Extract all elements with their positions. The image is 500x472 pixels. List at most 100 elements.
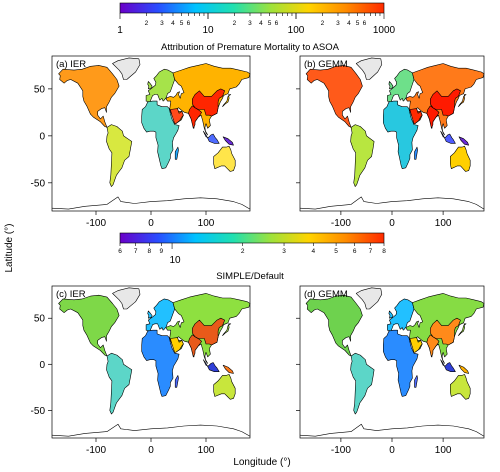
top-colorbar-minor-label: 2 [145,20,149,27]
x-tick-label: 100 [198,445,215,456]
landmass-uk [388,81,394,90]
y-tick-label: -50 [31,406,46,417]
y-tick-label: 0 [39,360,45,371]
landmass-greenland [112,287,141,310]
landmass-china [192,317,225,346]
landmass-india [188,334,202,358]
landmass-indonesia [203,130,220,144]
landmass-japan [222,323,232,336]
landmass-australia [450,145,471,172]
top-colorbar-minor-label: 4 [259,20,263,27]
landmass-arabia [170,337,184,353]
top-colorbar-minor-label: 6 [187,20,191,27]
bottom-colorbar-minor-label: 4 [312,248,316,255]
x-tick-label: -100 [86,445,106,456]
landmass-india [426,334,440,358]
landmass-china [430,88,461,117]
top-colorbar-minor-label: 2 [321,20,325,27]
panel-label: (a) IER [56,59,86,70]
x-tick-label: 100 [435,445,452,456]
x-tick-label: -100 [331,445,351,456]
top-colorbar-minor-label: 6 [363,20,367,27]
landmass-japan [458,94,467,107]
top-colorbar-ticks [119,13,385,19]
landmass-south-america [350,124,375,187]
y-tick-label: -50 [31,178,46,189]
bottom-colorbar-minor-labels: 6 7 8 9 2 3 4 5 6 7 8 [118,248,386,255]
landmass-indonesia [203,359,220,372]
landmass-north-america [58,294,120,357]
bottom-colorbar-minor-label: 5 [334,248,338,255]
top-colorbar-title: Attribution of Premature Mortality to AS… [161,42,340,53]
x-tick-label: 0 [389,445,395,456]
landmass-south-america [106,352,133,415]
landmass-africa [141,100,180,169]
landmass-arabia [409,108,423,124]
landmass-greenland [355,57,383,80]
landmass-arabia [170,108,184,124]
landmass-antarctica [51,423,251,437]
bottom-colorbar-minor-label: 9 [160,248,164,255]
landmass-north-america [305,65,363,128]
top-colorbar-label-10: 10 [202,25,214,36]
top-colorbar-minor-label: 6 [275,20,279,27]
bottom-colorbar-label-10: 10 [169,255,181,266]
landmass-india [188,105,202,129]
landmass-japan [222,94,232,107]
top-colorbar-minor-label: 2 [233,20,237,27]
top-colorbar-minor-label: 3 [336,20,340,27]
landmass-africa [141,329,180,397]
landmass-antarctica [299,423,485,437]
x-tick-label: 0 [148,445,154,456]
bottom-colorbar-ticks [119,243,385,249]
landmass-madagascar [414,375,418,388]
panel-label: (b) GEMM [304,59,348,70]
x-tick-label: 100 [198,218,215,229]
top-colorbar-label-1: 1 [117,25,123,36]
landmass-indonesia [440,130,456,144]
panel-label: (c) IER [56,289,86,300]
x-tick-label: 0 [148,218,154,229]
panel-label: (d) GEMM [304,289,348,300]
map-panel-a: (a) IER -100 0 100 50 0 -50 [31,55,251,229]
landmass-south-america [106,124,133,187]
landmass-japan [458,323,467,336]
landmass-new-guinea [222,136,234,146]
top-colorbar-minor-label: 5 [180,20,184,27]
landmass-australia [213,374,236,400]
landmass-china [430,317,461,346]
x-tick-label: -100 [331,218,351,229]
landmass-north-america [305,294,363,357]
landmass-africa [383,100,419,169]
landmass-madagascar [414,146,418,160]
landmass-new-guinea [458,136,469,146]
bottom-colorbar-minor-label: 2 [241,248,245,255]
landmass-antarctica [299,196,485,210]
landmass-uk [388,310,394,319]
y-axis-title: Latitude (°) [4,223,15,272]
bottom-colorbar-minor-label: 8 [382,248,386,255]
landmass-africa [383,329,419,397]
landmass-australia [450,374,471,400]
bottom-colorbar-minor-label: 6 [118,248,122,255]
bottom-colorbar-minor-label: 6 [353,248,357,255]
top-colorbar-minor-label: 3 [160,20,164,27]
landmass-antarctica [51,196,251,210]
top-colorbar-minor-label: 5 [268,20,272,27]
bottom-colorbar-minor-label: 8 [148,248,152,255]
bottom-colorbar-minor-label: 3 [282,248,286,255]
top-colorbar-minor-label: 3 [248,20,252,27]
landmass-madagascar [174,375,179,388]
landmass-south-america [350,352,375,415]
landmass-indonesia [440,359,456,372]
x-tick-label: 100 [435,218,452,229]
landmass-madagascar [174,146,179,160]
bottom-colorbar-minor-label: 7 [369,248,373,255]
y-tick-label: 0 [39,131,45,142]
landmass-greenland [112,57,141,80]
landmass-new-guinea [222,364,234,374]
top-colorbar-minor-label: 4 [171,20,175,27]
